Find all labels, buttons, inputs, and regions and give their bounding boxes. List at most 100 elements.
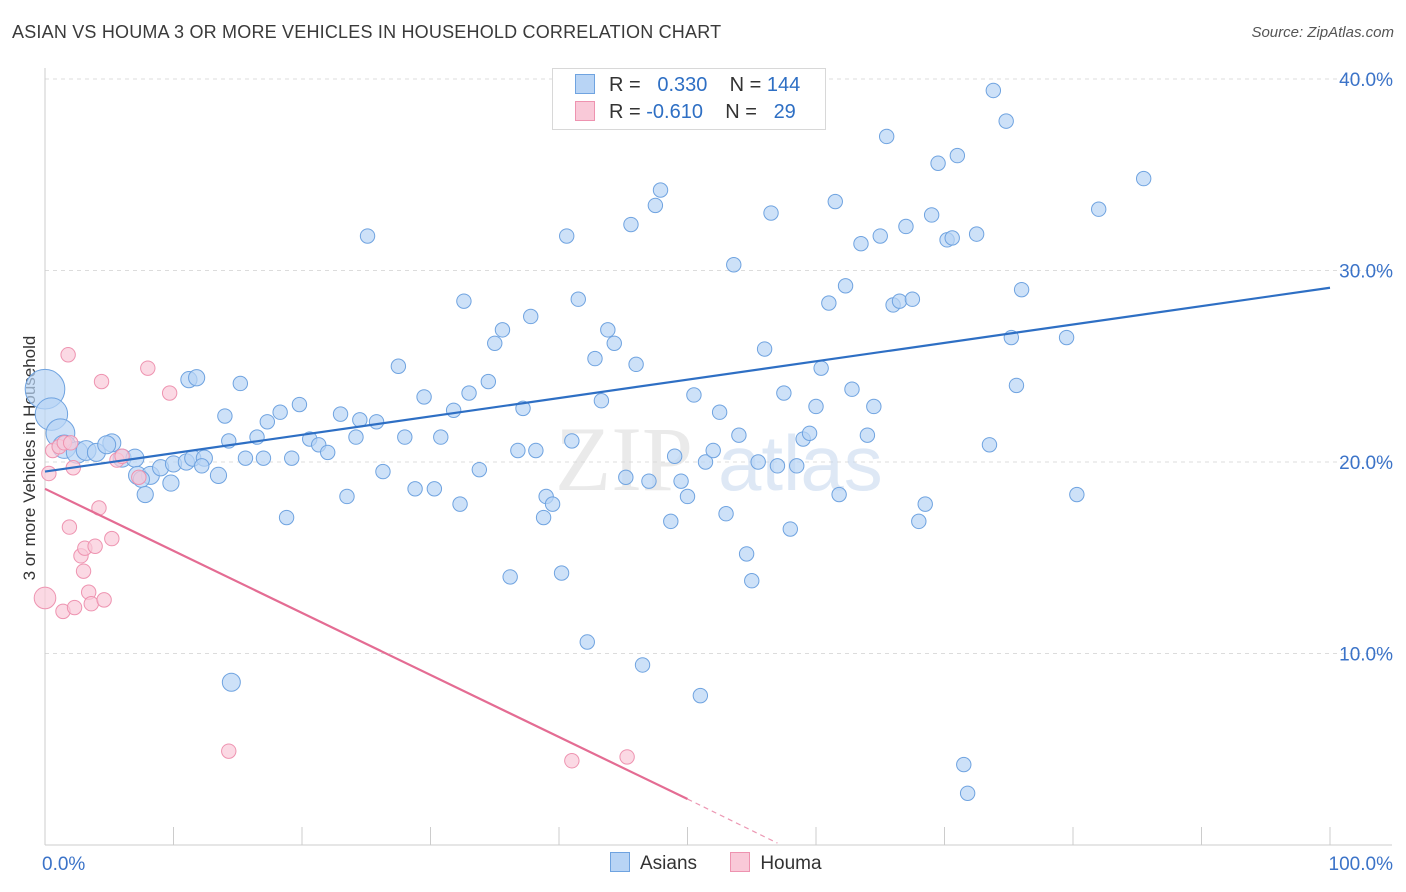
asians-point bbox=[666, 448, 683, 464]
asians-point bbox=[679, 488, 696, 505]
y-tick-label: 30.0% bbox=[1339, 262, 1393, 283]
houma-r-value: -0.610 bbox=[646, 101, 703, 123]
asians-point bbox=[1008, 377, 1025, 394]
asians-point bbox=[705, 442, 721, 459]
asians-point bbox=[663, 513, 679, 530]
houma-point bbox=[66, 599, 83, 616]
houma-swatch bbox=[575, 101, 595, 121]
asians-point bbox=[272, 404, 288, 420]
asians-point bbox=[284, 450, 300, 466]
asians-point bbox=[390, 358, 407, 374]
asians-point bbox=[756, 341, 773, 357]
stats-legend: R = 0.330 N = 144 R = -0.610 N = 29 bbox=[552, 68, 826, 130]
asians-point bbox=[339, 488, 355, 505]
houma-point bbox=[140, 360, 156, 376]
gridlines bbox=[45, 78, 1392, 654]
asians-point bbox=[731, 427, 747, 443]
asians-point bbox=[606, 335, 622, 351]
asians-point bbox=[320, 444, 336, 461]
asians-point bbox=[959, 785, 976, 801]
asians-point bbox=[407, 481, 423, 497]
asians-point bbox=[917, 496, 933, 512]
asians-point bbox=[718, 506, 734, 522]
houma-point bbox=[221, 743, 237, 759]
asians-point bbox=[697, 454, 714, 470]
asians-point bbox=[789, 458, 805, 474]
r-label: R = bbox=[609, 101, 641, 123]
r-label: R = bbox=[609, 74, 641, 96]
asians-point bbox=[136, 485, 154, 504]
asians-point bbox=[1058, 329, 1075, 346]
houma-n-value: 29 bbox=[773, 101, 796, 123]
asians-point bbox=[445, 402, 462, 418]
asians-swatch bbox=[575, 74, 595, 94]
asians-point bbox=[647, 197, 664, 214]
n-label: N = bbox=[725, 101, 757, 123]
asians-point bbox=[769, 458, 786, 474]
y-tick-label: 40.0% bbox=[1339, 70, 1393, 91]
asians-point bbox=[348, 429, 364, 445]
asians-point bbox=[461, 385, 477, 401]
asians-point bbox=[480, 373, 497, 390]
asians-point bbox=[188, 369, 206, 387]
asians-point bbox=[232, 375, 249, 392]
asians-point bbox=[593, 393, 610, 409]
asians-point bbox=[738, 546, 755, 562]
asians-point bbox=[456, 293, 472, 309]
asians-point bbox=[711, 404, 728, 420]
legend-item-houma[interactable]: Houma bbox=[730, 852, 822, 875]
asians-point bbox=[726, 257, 742, 273]
houma-point bbox=[33, 586, 57, 610]
y-tick-label: 20.0% bbox=[1339, 453, 1393, 474]
asians-point bbox=[278, 509, 295, 526]
asians-point bbox=[494, 322, 511, 338]
houma-point bbox=[87, 538, 103, 554]
houma-trend-extension bbox=[687, 798, 778, 844]
asians-point bbox=[375, 463, 391, 480]
asians-point bbox=[776, 385, 792, 401]
legend-row-houma: R = -0.610 N = 29 bbox=[575, 101, 796, 127]
chart-title: ASIAN VS HOUMA 3 OR MORE VEHICLES IN HOU… bbox=[12, 22, 722, 42]
asians-point bbox=[416, 389, 432, 405]
asians-point bbox=[162, 474, 180, 492]
asians-legend-label: Asians bbox=[640, 853, 698, 874]
houma-legend-swatch bbox=[730, 852, 751, 872]
asians-point bbox=[368, 414, 385, 430]
asians-point bbox=[652, 182, 669, 198]
asians-point bbox=[559, 228, 575, 244]
asians-point bbox=[452, 496, 468, 512]
y-tick-label: 10.0% bbox=[1339, 645, 1393, 666]
asians-point bbox=[821, 295, 837, 311]
asians-n-value: 144 bbox=[766, 74, 801, 96]
asians-point bbox=[782, 521, 798, 537]
houma-point bbox=[41, 465, 57, 482]
asians-point bbox=[433, 429, 449, 445]
houma-point bbox=[564, 753, 580, 769]
n-label: N = bbox=[729, 74, 762, 96]
asians-point bbox=[1013, 281, 1030, 298]
asians-point bbox=[259, 414, 276, 430]
houma-point bbox=[161, 385, 178, 401]
series-houma bbox=[33, 347, 635, 769]
asians-point bbox=[813, 360, 829, 376]
asians-point bbox=[221, 672, 241, 692]
houma-point bbox=[96, 592, 112, 608]
asians-point bbox=[998, 113, 1014, 129]
asians-point bbox=[544, 496, 561, 512]
asians-point bbox=[866, 398, 882, 415]
asians-point bbox=[911, 513, 927, 530]
asians-point bbox=[426, 481, 443, 497]
asians-point bbox=[844, 381, 860, 397]
legend-item-asians[interactable]: Asians bbox=[610, 852, 697, 875]
asians-point bbox=[587, 350, 603, 367]
asians-point bbox=[502, 569, 518, 585]
asians-point bbox=[673, 473, 689, 489]
asians-point bbox=[750, 454, 766, 470]
asians-point bbox=[570, 291, 586, 307]
houma-point bbox=[60, 347, 76, 363]
asians-point bbox=[944, 230, 960, 246]
asians-point bbox=[872, 228, 888, 244]
asians-point bbox=[853, 235, 869, 252]
asians-point bbox=[523, 308, 539, 325]
